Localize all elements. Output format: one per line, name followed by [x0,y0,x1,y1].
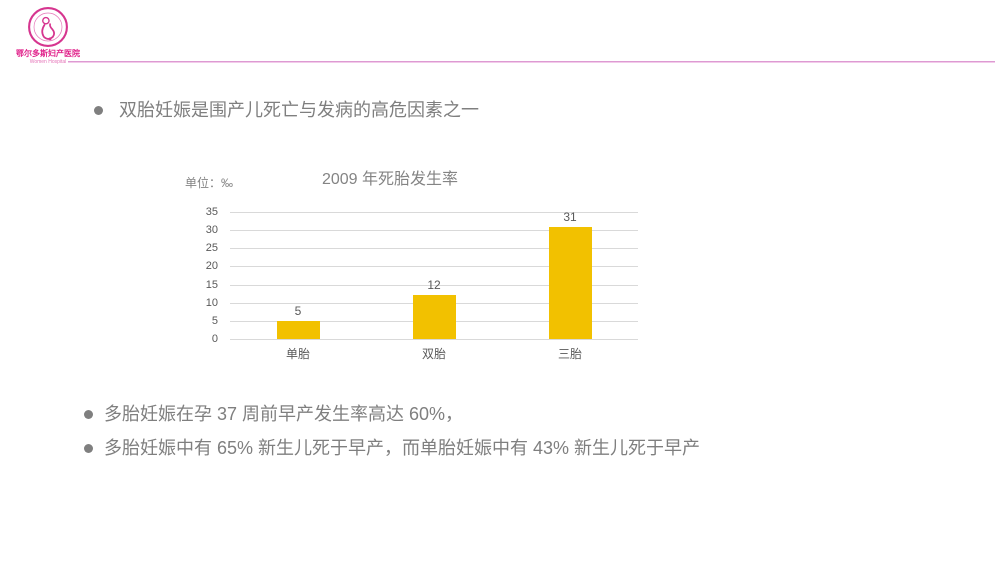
bar-value-label: 31 [563,209,577,224]
bullet-item-bottom-1: 多胎妊娠在孕 37 周前早产发生率高达 60%， [84,404,463,426]
bullet-text: 双胎妊娠是围产儿死亡与发病的高危因素之一 [119,100,479,120]
x-axis-label: 双胎 [421,347,447,361]
y-axis-tick-label: 10 [205,296,218,309]
x-axis-label: 三胎 [557,347,583,361]
bar [412,295,456,339]
bullet-text: 多胎妊娠中有 65% 新生儿死于早产，而单胎妊娠中有 43% 新生儿死于早产 [104,438,701,458]
y-axis-tick-label: 5 [211,314,218,327]
hospital-name: 鄂尔多斯妇产医院 [16,49,80,58]
hospital-emblem-icon [28,7,68,47]
y-axis-tick-label: 25 [205,242,218,255]
hospital-logo: 鄂尔多斯妇产医院 Women Hospital [15,6,81,65]
chart-title: 2009 年死胎发生率 [321,171,459,188]
y-axis-tick-label: 20 [205,260,218,273]
gridline [230,284,638,286]
x-axis-label: 单胎 [285,347,311,361]
gridline [230,230,638,232]
gridline [230,248,638,250]
bullet-item-top: 双胎妊娠是围产儿死亡与发病的高危因素之一 [94,100,479,122]
bar-value-label: 12 [427,278,441,293]
bullet-text: 多胎妊娠在孕 37 周前早产发生率高达 60%， [104,404,464,424]
header-divider [68,61,995,63]
bullet-item-bottom-2: 多胎妊娠中有 65% 新生儿死于早产，而单胎妊娠中有 43% 新生儿死于早产 [84,438,700,460]
y-axis-tick-label: 35 [205,206,218,218]
chart-unit-label: 单位：‰ [185,176,234,190]
gridline [230,339,638,340]
hospital-name-en: Women Hospital [29,59,67,65]
gridline [230,266,638,268]
chart-plot-area: 5 单胎 12 双胎 31 三胎 [230,209,638,361]
bar-value-label: 5 [294,303,302,318]
bar [548,226,592,339]
bullet-dot-icon [84,444,93,453]
bullet-dot-icon [84,410,93,419]
y-axis-labels: 0 5 10 15 20 25 30 35 [192,206,224,345]
y-axis-tick-label: 0 [211,333,218,345]
y-axis-tick-label: 15 [205,278,218,291]
y-axis-tick-label: 30 [205,224,218,237]
bar [276,320,320,339]
gridline [230,212,638,213]
bullet-dot-icon [94,106,103,115]
